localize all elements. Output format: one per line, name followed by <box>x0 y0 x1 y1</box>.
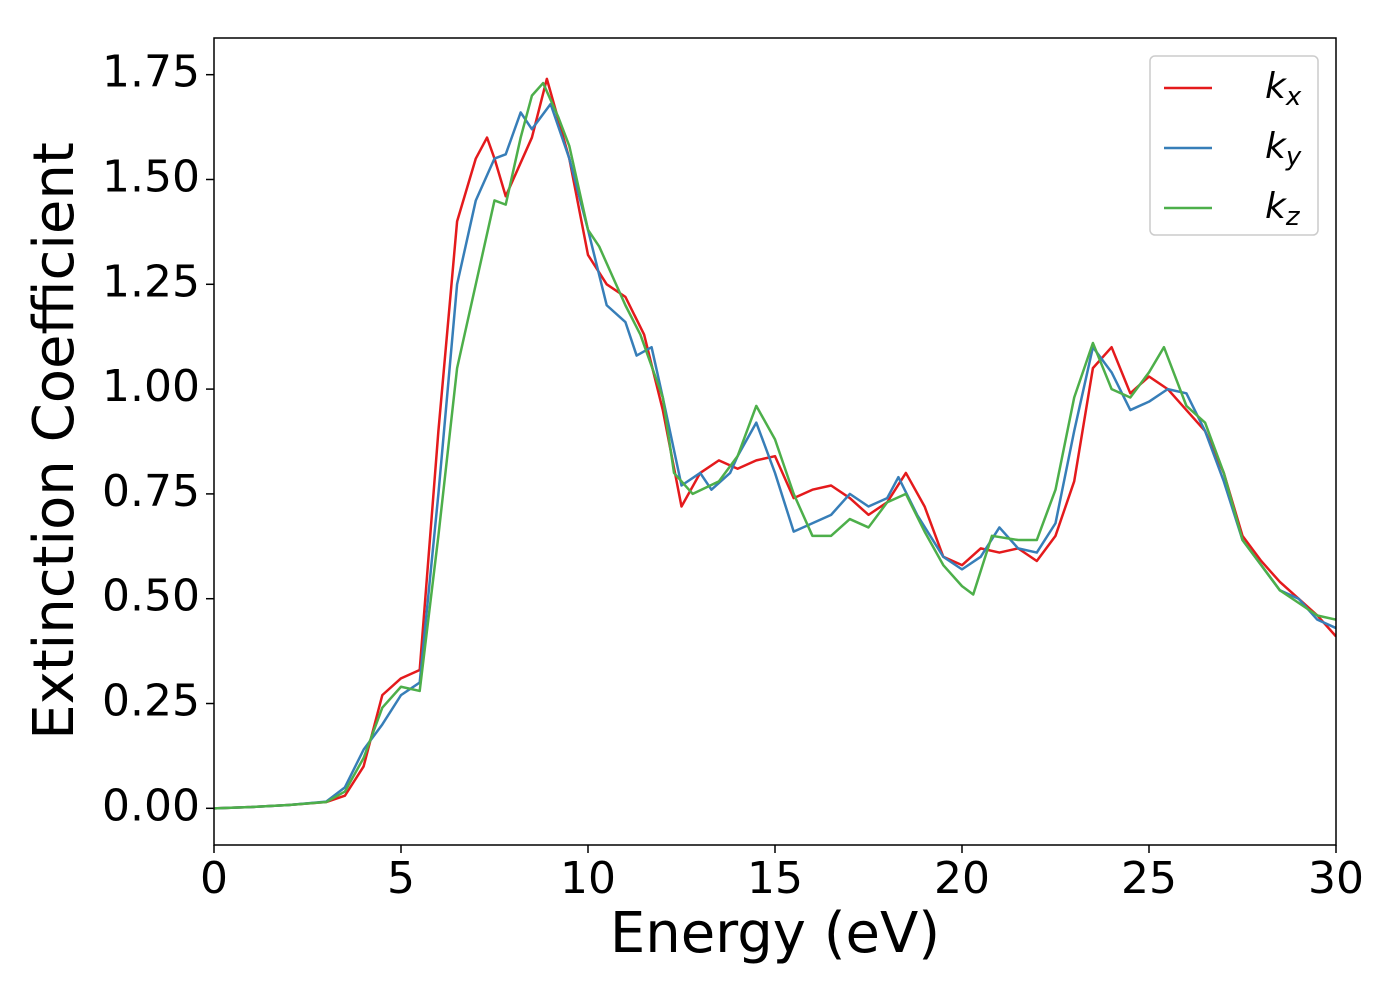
series-line <box>214 102 1336 810</box>
x-tick-label: 5 <box>387 853 415 904</box>
y-tick-label: 0.00 <box>102 780 200 831</box>
x-tick-label: 25 <box>1121 853 1177 904</box>
y-tick-label: 1.75 <box>102 47 200 98</box>
y-tick-label: 1.25 <box>102 256 200 307</box>
x-tick-label: 15 <box>747 853 803 904</box>
y-tick-label: 0.75 <box>102 466 200 517</box>
legend-label: ky <box>1265 126 1302 172</box>
x-tick-label: 10 <box>560 853 616 904</box>
legend-label: kx <box>1265 66 1302 112</box>
x-tick-label: 0 <box>200 853 228 904</box>
legend-box <box>1149 55 1319 236</box>
x-tick-label: 30 <box>1308 853 1364 904</box>
series-line <box>214 81 1336 810</box>
y-tick-label: 1.50 <box>102 151 200 202</box>
plot-frame <box>213 37 1337 846</box>
y-tick-label: 0.25 <box>102 676 200 727</box>
legend-label: kz <box>1265 186 1301 232</box>
x-axis-label: Energy (eV) <box>610 901 940 966</box>
y-axis-label: Extinction Coefficient <box>22 142 87 740</box>
y-tick-label: 0.50 <box>102 571 200 622</box>
series-line <box>214 77 1336 810</box>
x-tick-label: 20 <box>934 853 990 904</box>
y-tick-label: 1.00 <box>102 361 200 412</box>
